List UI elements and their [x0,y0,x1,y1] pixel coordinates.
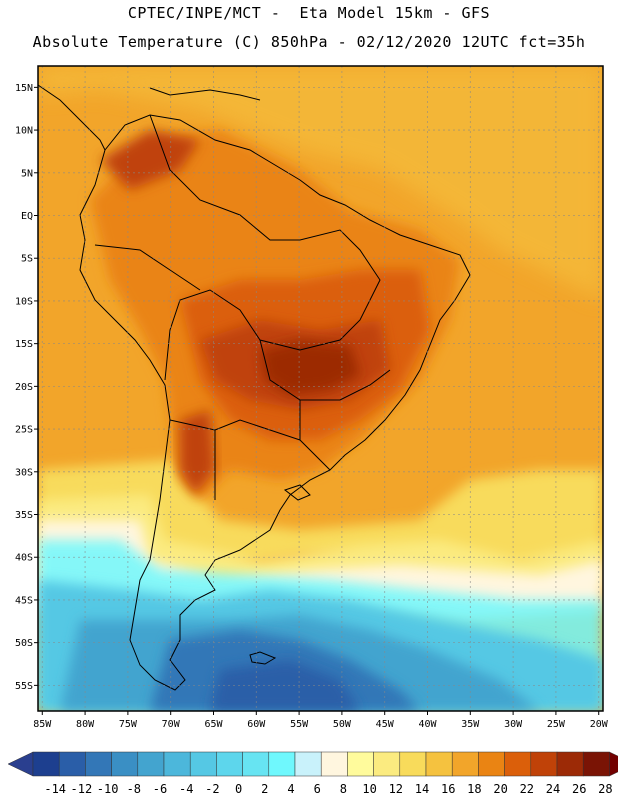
color-legend: -14 -12 -10 -8 -6 -4 -2 0 2 4 6 8 10 12 14 16 18 20 22 24 26… [7,751,618,796]
legend-label: -2 [205,782,219,796]
legend-color-box [163,751,191,777]
lat-label: 30S [15,467,33,478]
legend-label: 8 [340,782,347,796]
legend-label: 16 [441,782,455,796]
legend-label: 22 [520,782,534,796]
legend-color-box [582,751,610,777]
legend-color-box [111,751,139,777]
lon-label: 20W [590,719,609,730]
legend-color-box [478,751,505,777]
map-frame [37,65,604,712]
legend-label: -10 [97,782,119,796]
legend-under-arrow [7,751,34,777]
legend-label: 24 [546,782,560,796]
coastlines [38,84,471,691]
lon-label: 80W [76,719,95,730]
legend-color-box [504,751,532,777]
lat-label: 25S [15,425,33,436]
map-ticks [34,86,600,715]
lon-label: 55W [290,719,309,730]
lat-label: 15N [15,83,33,94]
legend-color-box [451,751,479,777]
map-title-line-1: CPTEC/INPE/MCT - Eta Model 15km - GFS [127,4,491,22]
lon-label: 75W [119,719,138,730]
latitude-labels: 15N 10N 5N EQ 5S 10S 15S 20S 25S 30S 35S 40S 45S 50S 5… [15,83,33,692]
legend-label: -4 [179,782,193,796]
lon-label: 70W [162,719,181,730]
map-grid [38,66,603,711]
legend-color-box [85,751,112,777]
legend-color-boxes [7,751,618,777]
legend-label: 14 [415,782,429,796]
legend-label: -8 [127,782,141,796]
lon-label: 30W [504,719,523,730]
lon-label: 25W [547,719,566,730]
legend-color-box [530,751,558,777]
legend-color-box [58,751,86,777]
lat-label: 50S [15,638,33,649]
temperature-field [38,66,603,711]
lat-label: 20S [15,382,33,393]
lat-label: 15S [15,339,33,350]
map-title-line-2: Absolute Temperature (C) 850hPa - 02/12/… [32,33,586,51]
legend-label: 0 [235,782,242,796]
lat-label: 40S [15,553,33,564]
legend-label: -6 [153,782,167,796]
legend-color-box [320,751,348,777]
lat-label: 10S [15,296,33,307]
legend-color-box [137,751,165,777]
lat-label: 10N [15,126,33,137]
lon-label: 65W [204,719,223,730]
legend-label: 18 [467,782,481,796]
legend-color-box [425,751,453,777]
legend-color-box [242,751,270,777]
legend-color-box [189,751,217,777]
lat-label: 55S [15,681,33,692]
legend-color-box [556,751,584,777]
legend-label: 2 [261,782,268,796]
lon-label: 45W [376,719,395,730]
legend-labels: -14 -12 -10 -8 -6 -4 -2 0 2 4 6 8 10 12 14 16 18 20 22 24 26… [44,782,612,796]
lat-label: 5N [21,168,33,179]
legend-label: 28 [598,782,612,796]
legend-label: 4 [287,782,294,796]
legend-label: 10 [362,782,376,796]
legend-label: 26 [572,782,586,796]
legend-color-box [216,751,243,777]
lon-label: 60W [247,719,266,730]
legend-over-arrow [609,751,618,777]
lat-label: 45S [15,595,33,606]
lon-label: 50W [333,719,352,730]
legend-color-box [294,751,322,777]
lon-label: 35W [461,719,480,730]
legend-label: -14 [44,782,66,796]
lon-label: 85W [33,719,52,730]
legend-color-box [32,751,60,777]
temperature-map: 15N 10N 5N EQ 5S 10S 15S 20S 25S 30S 35S 40S 45S 50S 5… [15,65,609,730]
longitude-labels: 85W 80W 75W 70W 65W 60W 55W 50W 45W 40W 35W 30W 25W 2… [33,719,608,730]
legend-label: 6 [314,782,321,796]
lat-label: 35S [15,510,33,521]
legend-label: -12 [71,782,93,796]
lon-label: 40W [418,719,437,730]
legend-label: 12 [389,782,403,796]
lat-label: EQ [21,211,33,222]
legend-color-box [347,751,374,777]
legend-color-box [268,751,296,777]
legend-label: 20 [493,782,507,796]
legend-color-box [373,751,401,777]
legend-color-box [399,751,427,777]
lat-label: 5S [21,254,33,265]
